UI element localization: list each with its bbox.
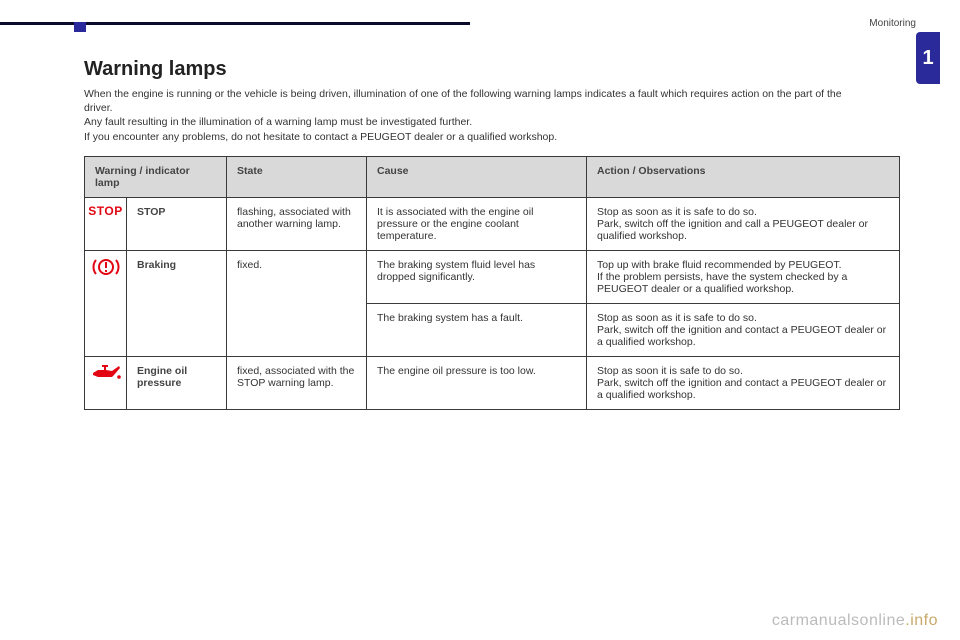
oil-can-icon — [90, 363, 122, 381]
lamp-cause: The braking system has a fault. — [367, 303, 587, 356]
watermark-brand: carmanualsonline — [772, 612, 905, 629]
lamp-cause: It is associated with the engine oil pre… — [367, 197, 587, 250]
lamp-name: Engine oil pressure — [127, 356, 227, 409]
col-state: State — [227, 156, 367, 197]
oil-icon — [85, 356, 127, 409]
lamp-name: STOP — [127, 197, 227, 250]
lamp-state: flashing, associated with another warnin… — [227, 197, 367, 250]
warning-lamps-table: Warning / indicator lamp State Cause Act… — [84, 156, 900, 410]
lamp-state: fixed. — [227, 250, 367, 356]
top-rule — [0, 22, 470, 25]
lamp-name: Braking — [127, 250, 227, 356]
stop-icon: STOP — [85, 197, 127, 250]
col-cause: Cause — [367, 156, 587, 197]
intro-line: When the engine is running or the vehicl… — [84, 87, 864, 115]
chapter-number: 1 — [916, 32, 940, 84]
col-action: Action / Observations — [587, 156, 900, 197]
watermark-tld: .info — [905, 612, 938, 629]
table-header-row: Warning / indicator lamp State Cause Act… — [85, 156, 900, 197]
table-row: Engine oil pressure fixed, associated wi… — [85, 356, 900, 409]
intro-line: If you encounter any problems, do not he… — [84, 130, 864, 144]
top-rule-accent — [74, 22, 86, 32]
page-title: Warning lamps — [84, 58, 900, 81]
table-row: STOP STOP flashing, associated with anot… — [85, 197, 900, 250]
stop-icon-text: STOP — [88, 204, 122, 218]
lamp-action: Stop as soon it is safe to do so.Park, s… — [587, 356, 900, 409]
brake-warning-icon — [91, 257, 121, 277]
lamp-action: Top up with brake fluid recommended by P… — [587, 250, 900, 303]
lamp-state: fixed, associated with the STOP warning … — [227, 356, 367, 409]
brake-icon — [85, 250, 127, 356]
lamp-action: Stop as soon as it is safe to do so.Park… — [587, 197, 900, 250]
intro-line: Any fault resulting in the illumination … — [84, 115, 864, 129]
lamp-cause: The engine oil pressure is too low. — [367, 356, 587, 409]
watermark: carmanualsonline.info — [772, 612, 938, 630]
col-lamp: Warning / indicator lamp — [85, 156, 227, 197]
content-area: Warning lamps When the engine is running… — [84, 58, 900, 410]
lamp-cause: The braking system fluid level has dropp… — [367, 250, 587, 303]
page: Monitoring 1 Warning lamps When the engi… — [0, 0, 960, 640]
intro-text: When the engine is running or the vehicl… — [84, 87, 864, 144]
lamp-action: Stop as soon as it is safe to do so.Park… — [587, 303, 900, 356]
table-row: Braking fixed. The braking system fluid … — [85, 250, 900, 303]
section-label: Monitoring — [869, 18, 916, 29]
